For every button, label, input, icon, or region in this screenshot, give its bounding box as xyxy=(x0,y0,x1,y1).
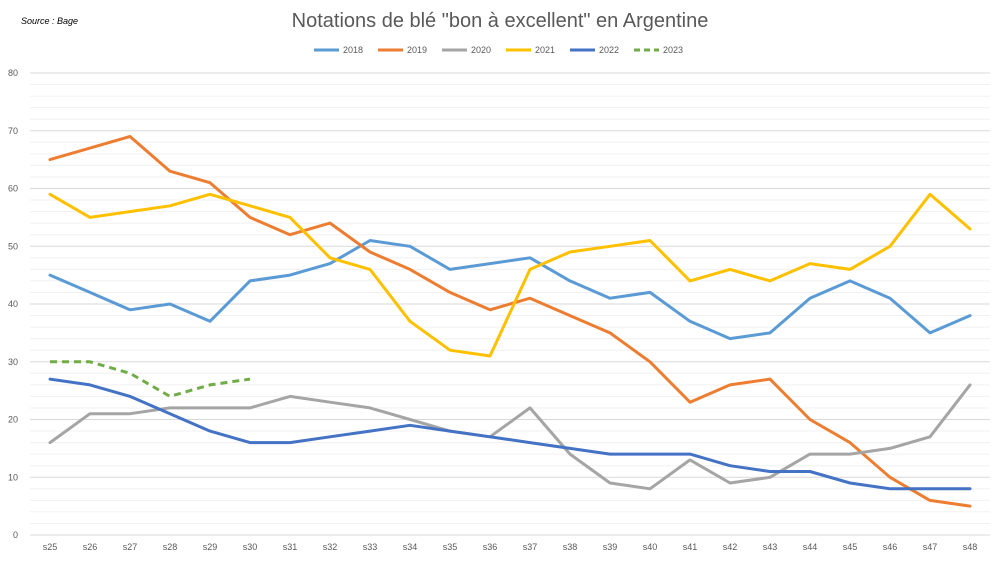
y-tick-label: 0 xyxy=(13,530,18,540)
x-tick-label: s29 xyxy=(203,542,218,552)
x-tick-label: s48 xyxy=(963,542,978,552)
x-tick-label: s28 xyxy=(163,542,178,552)
legend-label-2023: 2023 xyxy=(663,45,683,55)
x-tick-label: s47 xyxy=(923,542,938,552)
legend-label-2018: 2018 xyxy=(343,45,363,55)
series-line-2019 xyxy=(48,135,972,508)
legend-label-2022: 2022 xyxy=(599,45,619,55)
x-tick-label: s38 xyxy=(563,542,578,552)
y-tick-label: 60 xyxy=(8,184,18,194)
source-note: Source : Bage xyxy=(21,16,79,26)
x-tick-label: s45 xyxy=(843,542,858,552)
x-tick-label: s39 xyxy=(603,542,618,552)
series-line-2023 xyxy=(50,360,251,398)
y-tick-label: 50 xyxy=(8,241,18,251)
x-tick-label: s37 xyxy=(523,542,538,552)
series-line-2022 xyxy=(48,377,972,491)
grid-lines xyxy=(30,72,990,536)
x-tick-label: s31 xyxy=(283,542,298,552)
x-tick-label: s44 xyxy=(803,542,818,552)
chart-title: Notations de blé "bon à excellent" en Ar… xyxy=(292,10,709,32)
x-tick-label: s34 xyxy=(403,542,418,552)
series-line-2018 xyxy=(48,239,972,341)
x-tick-label: s27 xyxy=(123,542,138,552)
y-tick-label: 20 xyxy=(8,415,18,425)
x-tick-label: s33 xyxy=(363,542,378,552)
y-tick-label: 70 xyxy=(8,126,18,136)
y-tick-label: 10 xyxy=(8,472,18,482)
series-lines xyxy=(48,135,972,508)
legend-label-2021: 2021 xyxy=(535,45,555,55)
series-line-2020 xyxy=(48,383,972,491)
x-tick-label: s42 xyxy=(723,542,738,552)
x-tick-label: s46 xyxy=(883,542,898,552)
y-tick-label: 40 xyxy=(8,299,18,309)
x-tick-label: s41 xyxy=(683,542,698,552)
x-tick-label: s40 xyxy=(643,542,658,552)
series-line-2021 xyxy=(48,192,972,358)
x-tick-label: s32 xyxy=(323,542,338,552)
legend-label-2020: 2020 xyxy=(471,45,491,55)
legend-label-2019: 2019 xyxy=(407,45,427,55)
y-axis-ticks: 0 10 20 30 40 50 60 70 80 xyxy=(8,68,18,540)
x-tick-label: s26 xyxy=(83,542,98,552)
x-axis-ticks: s25 s26 s27 s28 s29 s30 s31 s32 s33 s34 s35 s36 s37 s… xyxy=(43,542,978,552)
x-tick-label: s25 xyxy=(43,542,58,552)
legend: 2018 2019 2020 2021 2022 2023 xyxy=(314,45,683,55)
y-tick-label: 30 xyxy=(8,357,18,367)
x-tick-label: s30 xyxy=(243,542,258,552)
y-tick-label: 80 xyxy=(8,68,18,78)
x-tick-label: s35 xyxy=(443,542,458,552)
x-tick-label: s43 xyxy=(763,542,778,552)
x-tick-label: s36 xyxy=(483,542,498,552)
